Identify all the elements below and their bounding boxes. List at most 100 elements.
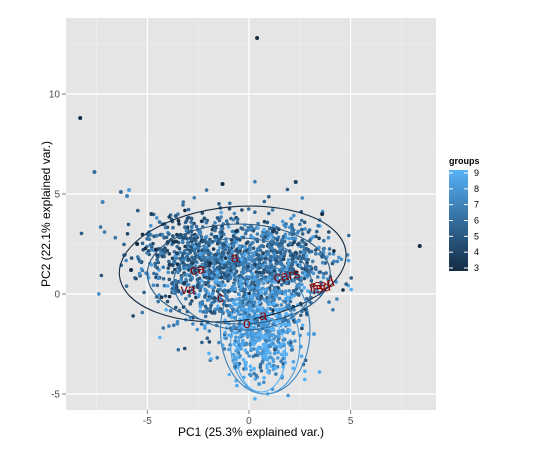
data-point <box>235 302 240 307</box>
data-point <box>207 329 212 333</box>
data-point <box>291 259 295 264</box>
data-point <box>206 280 210 285</box>
data-point <box>199 219 204 224</box>
data-point <box>278 251 283 255</box>
data-point <box>184 277 188 282</box>
y-tick-label: 10 <box>49 90 61 101</box>
data-point <box>266 299 271 304</box>
data-point <box>228 201 232 206</box>
data-point <box>199 235 204 239</box>
data-point <box>278 307 283 312</box>
data-point <box>242 292 247 297</box>
data-point <box>293 236 298 240</box>
data-point <box>246 228 251 232</box>
data-point <box>272 351 277 356</box>
data-point <box>259 279 263 283</box>
data-point <box>129 256 134 260</box>
data-point <box>187 293 192 298</box>
data-point <box>256 282 260 287</box>
data-point <box>245 351 249 355</box>
outlier-point <box>293 180 298 184</box>
data-point <box>102 230 107 234</box>
data-point <box>254 270 259 274</box>
data-point <box>296 319 301 324</box>
data-point <box>125 232 130 236</box>
data-point <box>243 252 247 257</box>
data-point <box>189 220 193 224</box>
variable-label: ca <box>189 260 207 278</box>
data-point <box>172 260 177 264</box>
data-point <box>248 364 253 369</box>
data-point <box>226 225 231 229</box>
data-point <box>265 363 270 367</box>
legend-label: 3 <box>474 263 479 273</box>
data-point <box>233 286 238 291</box>
data-point <box>308 264 313 269</box>
data-point <box>214 252 218 257</box>
data-point <box>178 268 182 272</box>
data-point <box>126 222 131 227</box>
data-point <box>277 291 282 295</box>
data-point <box>223 283 227 288</box>
data-point <box>222 242 226 247</box>
data-point <box>176 219 181 223</box>
data-point <box>227 254 231 259</box>
data-point <box>327 230 331 234</box>
data-point <box>267 226 272 231</box>
data-point <box>136 257 141 261</box>
data-point <box>204 220 209 225</box>
data-point <box>238 288 243 292</box>
data-point <box>314 287 319 292</box>
data-point <box>216 249 220 253</box>
data-point <box>191 271 196 275</box>
data-point <box>152 271 156 276</box>
data-point <box>261 270 266 275</box>
data-point <box>231 244 236 249</box>
data-point <box>256 226 260 230</box>
data-point <box>252 289 256 294</box>
data-point <box>200 248 204 253</box>
data-point <box>222 260 227 265</box>
legend-label: 9 <box>474 168 479 178</box>
data-point <box>217 340 221 345</box>
data-point <box>293 255 298 260</box>
data-point <box>165 299 170 304</box>
data-point <box>266 348 271 353</box>
data-point <box>306 289 310 293</box>
data-point <box>153 261 157 266</box>
data-point <box>345 253 350 257</box>
data-point <box>279 359 284 364</box>
data-point <box>276 255 281 260</box>
data-point <box>205 289 209 293</box>
data-point <box>318 270 323 274</box>
data-point <box>229 315 234 320</box>
data-point <box>214 225 218 230</box>
data-point <box>185 225 190 229</box>
data-point <box>281 257 286 262</box>
data-point <box>262 199 267 204</box>
data-point <box>284 266 289 271</box>
data-point <box>124 258 128 263</box>
data-point <box>262 298 267 302</box>
data-point <box>131 314 135 318</box>
legend-label: 8 <box>474 184 479 194</box>
data-point <box>270 276 275 281</box>
data-point <box>278 247 282 251</box>
data-point <box>317 252 322 256</box>
data-point <box>331 308 335 312</box>
data-point <box>219 234 224 239</box>
data-point <box>216 304 220 309</box>
data-point <box>272 269 277 273</box>
data-point <box>321 247 326 251</box>
data-point <box>249 255 254 259</box>
data-point <box>234 297 239 302</box>
data-point <box>222 263 227 268</box>
data-point <box>260 296 264 300</box>
data-point <box>166 284 170 288</box>
data-point <box>332 259 336 264</box>
data-point <box>291 228 296 232</box>
data-point <box>289 348 294 352</box>
data-point <box>219 284 224 288</box>
data-point <box>201 310 206 314</box>
data-point <box>296 229 301 234</box>
